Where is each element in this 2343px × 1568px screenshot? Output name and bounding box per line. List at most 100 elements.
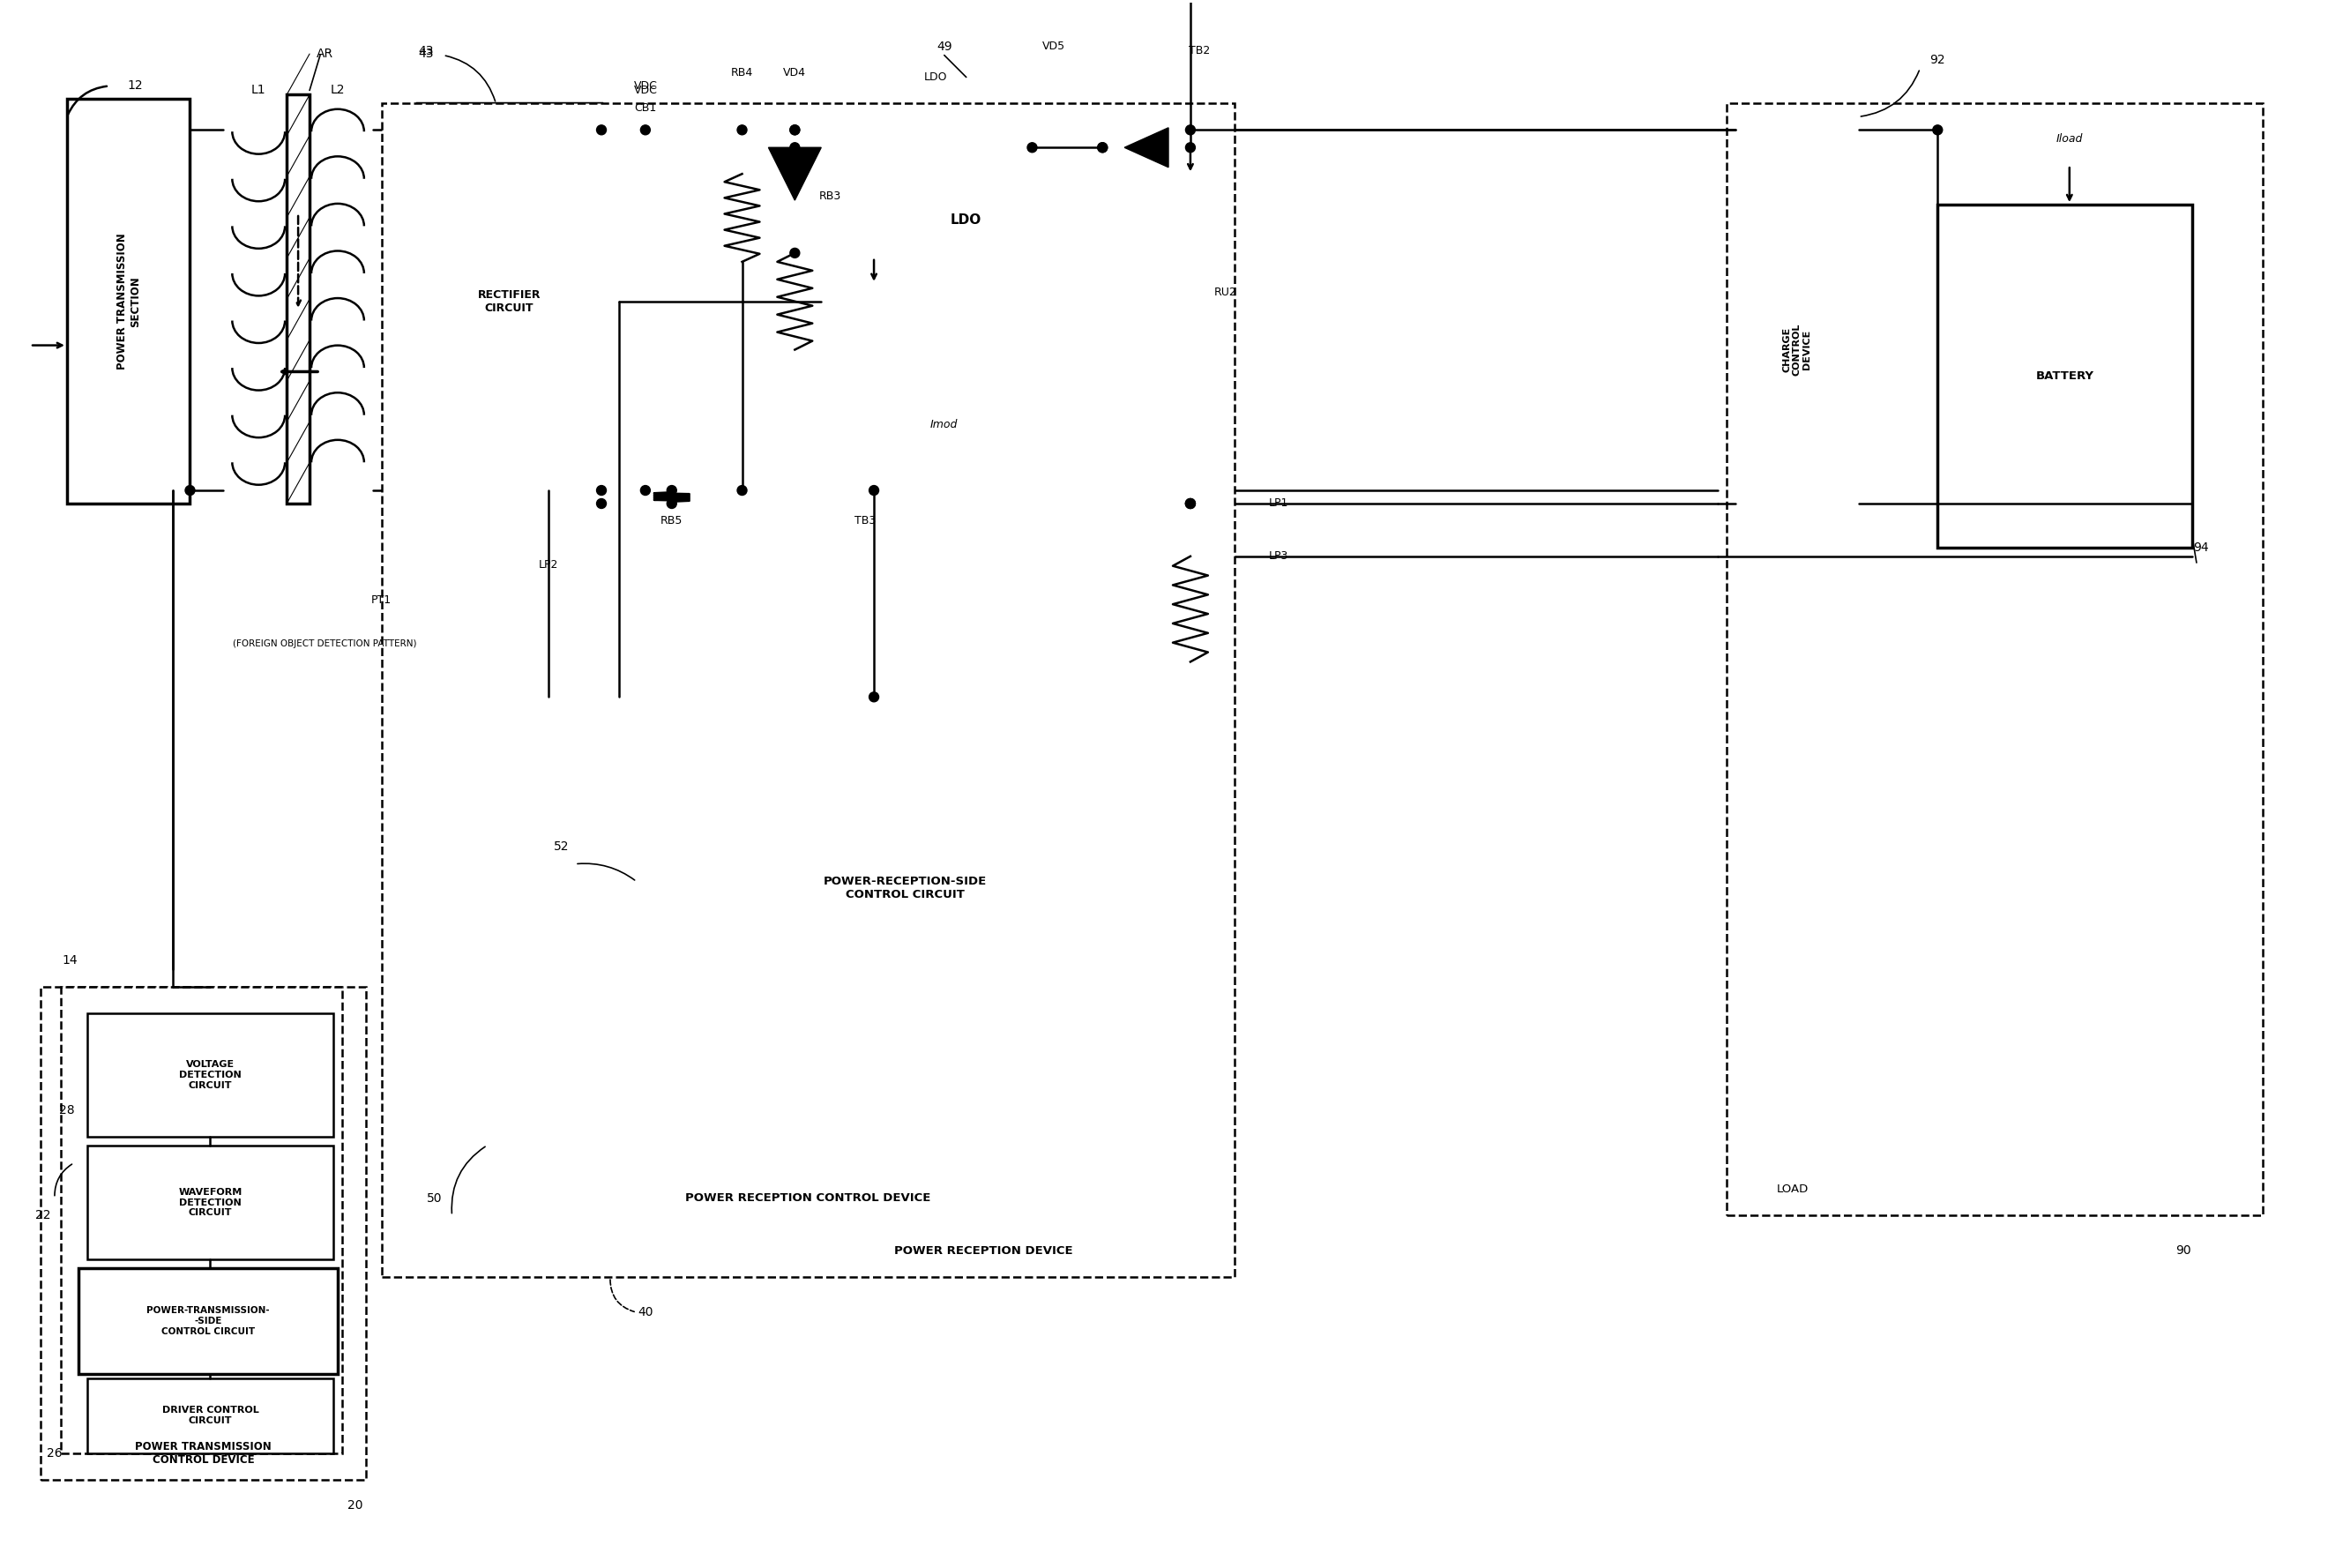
Circle shape	[790, 125, 799, 135]
Text: 50: 50	[426, 1192, 443, 1204]
Text: (FOREIGN OBJECT DETECTION PATTERN): (FOREIGN OBJECT DETECTION PATTERN)	[232, 640, 417, 649]
FancyArrowPatch shape	[68, 86, 108, 114]
Text: LP3: LP3	[1268, 550, 1289, 561]
Text: VDC: VDC	[633, 80, 658, 91]
FancyArrowPatch shape	[452, 1146, 485, 1214]
Text: VOLTAGE
DETECTION
CIRCUIT: VOLTAGE DETECTION CIRCUIT	[178, 1060, 241, 1090]
Text: LP2: LP2	[539, 560, 558, 571]
Circle shape	[869, 486, 879, 495]
Text: TB2: TB2	[1188, 45, 1209, 56]
Text: 12: 12	[129, 80, 143, 93]
Circle shape	[185, 486, 194, 495]
Text: TB3: TB3	[855, 516, 876, 527]
Bar	[382, 103, 1235, 1278]
Bar	[1727, 103, 2263, 1215]
Polygon shape	[769, 147, 820, 201]
Circle shape	[1026, 143, 1038, 152]
Text: RB5: RB5	[661, 516, 682, 527]
Text: VD5: VD5	[1043, 41, 1066, 52]
Bar	[87, 1145, 333, 1259]
Text: RECTIFIER
CIRCUIT: RECTIFIER CIRCUIT	[478, 289, 541, 314]
Bar	[387, 696, 1230, 1225]
Circle shape	[738, 125, 747, 135]
Text: 49: 49	[937, 41, 951, 53]
Text: 28: 28	[59, 1104, 75, 1116]
Circle shape	[1186, 499, 1195, 508]
Bar	[87, 1013, 333, 1137]
Text: L2: L2	[330, 85, 344, 97]
Circle shape	[640, 125, 651, 135]
Text: POWER-TRANSMISSION-
-SIDE
CONTROL CIRCUIT: POWER-TRANSMISSION- -SIDE CONTROL CIRCUI…	[148, 1306, 269, 1336]
Text: VDC: VDC	[633, 85, 658, 96]
Circle shape	[668, 486, 677, 495]
Text: PT1: PT1	[373, 594, 391, 605]
Text: LDO: LDO	[951, 213, 982, 227]
Circle shape	[738, 486, 747, 495]
Text: Imod: Imod	[930, 419, 958, 430]
Text: CB1: CB1	[635, 102, 656, 113]
Bar	[417, 103, 602, 499]
Circle shape	[1186, 125, 1195, 135]
Text: BATTERY: BATTERY	[2036, 370, 2095, 383]
Text: 22: 22	[35, 1209, 52, 1221]
Circle shape	[1186, 143, 1195, 152]
Bar	[61, 988, 342, 1454]
FancyArrowPatch shape	[2193, 541, 2195, 563]
Text: 20: 20	[347, 1499, 363, 1512]
Bar	[68, 99, 190, 503]
Text: RB4: RB4	[731, 67, 752, 78]
Bar	[87, 1378, 333, 1454]
Circle shape	[790, 125, 799, 135]
Text: L1: L1	[251, 85, 265, 97]
Bar	[1736, 116, 1858, 583]
Text: LDO: LDO	[923, 72, 947, 83]
Circle shape	[1097, 143, 1108, 152]
Text: 40: 40	[637, 1306, 654, 1319]
Text: RU2: RU2	[1214, 287, 1237, 298]
Text: 43: 43	[417, 47, 433, 60]
Text: POWER RECEPTION DEVICE: POWER RECEPTION DEVICE	[895, 1245, 1073, 1256]
Text: VD4: VD4	[783, 67, 806, 78]
Circle shape	[790, 143, 799, 152]
Text: POWER-RECEPTION-SIDE
CONTROL CIRCUIT: POWER-RECEPTION-SIDE CONTROL CIRCUIT	[822, 877, 986, 900]
FancyArrowPatch shape	[609, 1279, 635, 1312]
Text: 26: 26	[47, 1447, 63, 1460]
Circle shape	[1097, 143, 1108, 152]
Text: CHARGE
CONTROL
DEVICE: CHARGE CONTROL DEVICE	[1783, 323, 1811, 376]
Text: LP1: LP1	[1268, 497, 1289, 510]
Circle shape	[640, 486, 651, 495]
Text: POWER RECEPTION CONTROL DEVICE: POWER RECEPTION CONTROL DEVICE	[684, 1192, 930, 1204]
Text: 94: 94	[2193, 541, 2209, 554]
FancyArrowPatch shape	[445, 56, 494, 102]
FancyArrowPatch shape	[54, 1163, 73, 1196]
Bar	[900, 147, 1033, 293]
Circle shape	[597, 486, 607, 495]
Text: 90: 90	[2177, 1245, 2191, 1258]
Text: POWER TRANSMISSION
CONTROL DEVICE: POWER TRANSMISSION CONTROL DEVICE	[136, 1441, 272, 1466]
Bar	[40, 988, 366, 1479]
Circle shape	[869, 691, 879, 702]
FancyArrowPatch shape	[1860, 71, 1919, 116]
Bar	[286, 94, 309, 503]
Polygon shape	[1125, 127, 1169, 168]
FancyArrowPatch shape	[576, 864, 635, 880]
Text: 92: 92	[1931, 53, 1945, 66]
Bar	[637, 754, 1174, 1022]
Text: LOAD: LOAD	[1776, 1184, 1809, 1195]
Text: RB3: RB3	[818, 190, 841, 202]
Circle shape	[790, 248, 799, 257]
Circle shape	[1186, 499, 1195, 508]
Text: POWER TRANSMISSION
SECTION: POWER TRANSMISSION SECTION	[117, 234, 141, 370]
Text: 43: 43	[417, 44, 433, 56]
Circle shape	[597, 499, 607, 508]
Text: 52: 52	[555, 840, 569, 853]
Bar	[1938, 205, 2193, 547]
Circle shape	[1933, 125, 1942, 135]
Bar	[77, 1269, 337, 1374]
Text: Iload: Iload	[2057, 133, 2083, 144]
Circle shape	[597, 125, 607, 135]
Text: WAVEFORM
DETECTION
CIRCUIT: WAVEFORM DETECTION CIRCUIT	[178, 1189, 241, 1217]
Text: 14: 14	[61, 955, 77, 967]
Text: DRIVER CONTROL
CIRCUIT: DRIVER CONTROL CIRCUIT	[162, 1406, 258, 1425]
Text: AR: AR	[316, 47, 333, 60]
